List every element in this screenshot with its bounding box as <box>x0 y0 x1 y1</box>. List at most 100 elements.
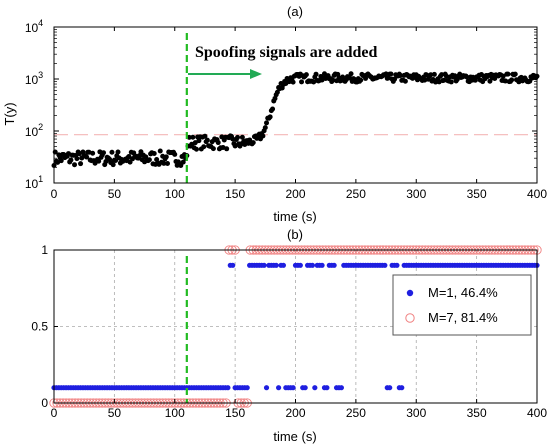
data-point <box>78 161 84 167</box>
data-point <box>224 146 230 152</box>
x-tick-label: 250 <box>346 406 366 420</box>
point-m1 <box>225 385 231 391</box>
data-point <box>452 73 458 79</box>
data-point <box>439 72 445 78</box>
legend-entry-m7: M=7, 81.4% <box>428 310 498 325</box>
data-point <box>428 72 434 78</box>
data-point <box>270 106 276 112</box>
data-point <box>441 77 447 83</box>
data-point <box>402 78 408 84</box>
point-m1 <box>394 262 400 268</box>
x-tick-label: 0 <box>51 406 58 420</box>
x-tick-label: 150 <box>225 187 245 201</box>
x-tick-label: 400 <box>527 406 547 420</box>
data-point <box>358 77 364 83</box>
data-point <box>126 154 132 160</box>
point-m1 <box>309 262 316 268</box>
data-point <box>84 154 90 160</box>
y-tick-label: 1 <box>41 243 48 257</box>
point-m1 <box>338 385 344 391</box>
point-m1 <box>319 262 325 268</box>
data-point <box>383 71 389 77</box>
x-tick-label: 300 <box>406 406 426 420</box>
data-point <box>202 133 208 139</box>
t-stat-points <box>51 71 540 168</box>
data-point <box>290 79 296 85</box>
point-m1 <box>280 262 287 268</box>
data-point <box>464 74 470 80</box>
legend-box <box>392 274 532 336</box>
panel-a: (a) 0 50 100 150 200 250 300 350 400 10110210310… <box>2 4 547 224</box>
panel-a-y-ticks: 101 102 103 104 <box>25 18 537 191</box>
y-tick-label: 101 <box>25 174 43 191</box>
point-m1 <box>230 262 236 268</box>
panel-a-y-label: T(y) <box>2 102 17 125</box>
point-m1 <box>382 262 388 268</box>
legend: M=1, 46.4% M=7, 81.4% <box>392 274 532 336</box>
data-point <box>101 150 107 156</box>
x-tick-label: 350 <box>467 187 487 201</box>
data-point <box>267 114 273 120</box>
x-tick-label: 200 <box>285 406 305 420</box>
point-m1 <box>297 262 303 268</box>
y-tick-label: 104 <box>25 18 43 35</box>
data-point <box>505 71 511 77</box>
x-tick-label: 200 <box>285 187 305 201</box>
data-point <box>388 71 394 77</box>
data-point <box>260 133 266 139</box>
point-m1 <box>290 385 296 391</box>
data-point <box>204 137 210 143</box>
data-point <box>509 77 515 83</box>
x-tick-label: 400 <box>527 187 547 201</box>
x-tick-label: 350 <box>467 406 487 420</box>
panel-b-x-ticks: 0 50 100 150 200 250 300 350 400 <box>51 399 547 420</box>
data-point <box>264 120 270 126</box>
data-point <box>303 72 309 78</box>
data-point <box>201 144 207 150</box>
data-point <box>113 157 119 163</box>
x-tick-label: 100 <box>165 187 185 201</box>
data-point <box>151 151 157 157</box>
point-m1 <box>261 262 267 268</box>
data-point <box>239 134 245 140</box>
data-point <box>109 149 115 155</box>
data-point <box>68 157 74 163</box>
spoofing-annotation: Spoofing signals are added <box>188 44 378 79</box>
data-point <box>146 157 152 163</box>
point-m1 <box>331 262 337 268</box>
panel-a-x-ticks: 0 50 100 150 200 250 300 350 400 <box>51 27 547 201</box>
data-point <box>512 71 518 77</box>
data-point <box>431 71 437 77</box>
point-m1 <box>263 385 270 391</box>
data-point <box>190 134 196 140</box>
data-point <box>448 79 454 85</box>
x-tick-label: 0 <box>51 187 58 201</box>
data-point <box>58 158 64 164</box>
legend-marker-m1 <box>406 289 414 297</box>
panel-a-title: (a) <box>287 4 303 19</box>
data-point <box>161 160 167 166</box>
x-tick-label: 300 <box>406 187 426 201</box>
y-tick-label: 103 <box>25 70 43 87</box>
data-point <box>165 160 170 166</box>
data-point <box>196 138 202 144</box>
data-point <box>163 154 169 160</box>
x-tick-label: 150 <box>225 406 245 420</box>
data-point <box>250 140 256 146</box>
point-m1 <box>244 385 250 391</box>
point-m1 <box>302 385 308 391</box>
series-m1 <box>51 262 540 391</box>
data-point <box>96 158 102 164</box>
data-point <box>398 73 404 79</box>
spoofing-annotation-text: Spoofing signals are added <box>195 44 378 61</box>
data-point <box>74 156 80 162</box>
y-tick-label: 0.5 <box>31 320 48 334</box>
data-point <box>215 140 221 146</box>
point-m1 <box>399 385 405 391</box>
data-point <box>115 149 121 155</box>
data-point <box>172 151 178 157</box>
y-tick-label: 0 <box>41 396 48 410</box>
data-point <box>274 89 280 95</box>
x-tick-label: 50 <box>108 187 122 201</box>
